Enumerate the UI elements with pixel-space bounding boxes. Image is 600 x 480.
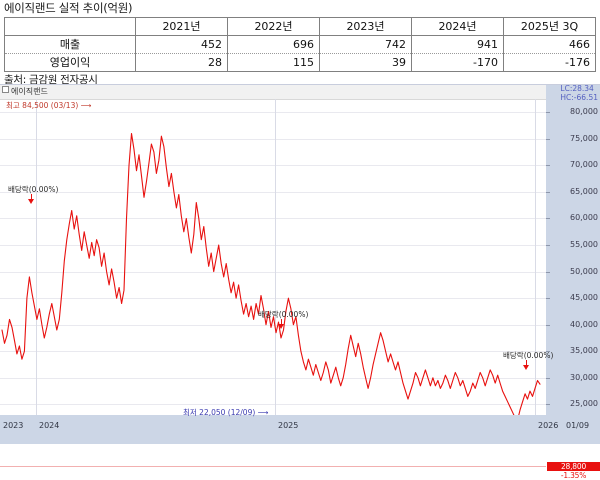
year-separator-2024 (36, 99, 37, 415)
row-label-operating-profit: 영업이익 (4, 53, 136, 72)
year-separator-2025 (275, 99, 276, 415)
y-tick-mark (546, 404, 550, 405)
y-axis-background (546, 85, 600, 415)
current-price-change: -1.35% (560, 471, 587, 480)
chart-top-strip (0, 85, 546, 100)
y-tick-mark (546, 298, 550, 299)
chart-legend[interactable]: 에이직랜드 (2, 86, 48, 97)
year-separator-2026 (535, 99, 536, 415)
gridline (0, 192, 546, 193)
x-tick-label: 2024 (39, 421, 60, 430)
legend-swatch-icon (2, 86, 9, 93)
x-tick-label: 2025 (278, 421, 299, 430)
page-title: 에이직랜드 실적 추이(억원) (4, 1, 133, 15)
cell-op-2021: 28 (135, 53, 228, 72)
table-header-cell-5: 2025년 3Q (503, 17, 596, 36)
dividend-annotation-3: 배당락(0.00%) (503, 351, 554, 360)
dividend-arrow-stem-1 (31, 194, 32, 200)
cell-revenue-2025q3: 466 (503, 35, 596, 54)
dividend-arrow-icon-2 (278, 324, 284, 329)
table-header-row: 2021년 2022년 2023년 2024년 2025년 3Q (4, 17, 596, 36)
y-tick-label: 55,000 (570, 240, 598, 249)
row-label-revenue: 매출 (4, 35, 136, 54)
lc-value: LC:28.34 (560, 84, 594, 93)
y-tick-mark (546, 378, 550, 379)
y-tick-label: 50,000 (570, 267, 598, 276)
x-axis-background (0, 415, 600, 444)
cell-op-2023: 39 (319, 53, 412, 72)
arrow-right-icon: ⟶ (257, 408, 269, 417)
table-header-cell-0 (4, 17, 136, 36)
y-tick-mark (546, 139, 550, 140)
gridline (0, 325, 546, 326)
y-tick-label: 35,000 (570, 346, 598, 355)
gridline (0, 378, 546, 379)
source-note: 출처: 금감원 전자공시 (4, 74, 98, 86)
y-tick-label: 80,000 (570, 107, 598, 116)
price-line-series (1, 132, 541, 415)
cell-revenue-2022: 696 (227, 35, 320, 54)
y-tick-label: 30,000 (570, 373, 598, 382)
current-price-tag: 28,800 (547, 462, 600, 471)
cell-op-2024: -170 (411, 53, 504, 72)
gridline (0, 404, 546, 405)
cell-op-2022: 115 (227, 53, 320, 72)
table-header-cell-2: 2022년 (227, 17, 320, 36)
x-tick-label: 2023 (3, 421, 24, 430)
dividend-arrow-icon-3 (523, 365, 529, 370)
gridline (0, 165, 546, 166)
dividend-arrow-stem-2 (281, 319, 282, 325)
y-tick-mark (546, 192, 550, 193)
y-tick-mark (546, 218, 550, 219)
table-row: 매출 452 696 742 941 466 (4, 35, 596, 54)
dividend-annotation-1: 배당락(0.00%) (8, 185, 59, 194)
stock-chart-panel[interactable]: 에이직랜드 LC:28.34 HC:-66.51 80,000 75,000 70,… (0, 84, 600, 480)
cell-op-2025q3: -176 (503, 53, 596, 72)
x-tick-label: 2026 (538, 421, 559, 430)
gridline (0, 218, 546, 219)
cell-revenue-2021: 452 (135, 35, 228, 54)
dividend-arrow-stem-3 (526, 360, 527, 366)
y-tick-mark (546, 112, 550, 113)
hc-value: HC:-66.51 (560, 92, 598, 102)
gridline (0, 245, 546, 246)
low-price-annotation: 최저 22,050 (12/09) ⟶ (183, 408, 269, 417)
table-header-cell-1: 2021년 (135, 17, 228, 36)
y-tick-label: 70,000 (570, 160, 598, 169)
table-row: 영업이익 28 115 39 -170 -176 (4, 53, 596, 72)
legend-label: 에이직랜드 (11, 87, 48, 96)
y-tick-mark (546, 272, 550, 273)
y-tick-mark (546, 245, 550, 246)
current-price-guideline (0, 466, 546, 467)
y-tick-mark (546, 325, 550, 326)
cell-revenue-2024: 941 (411, 35, 504, 54)
y-tick-mark (546, 351, 550, 352)
table-header-cell-3: 2023년 (319, 17, 412, 36)
high-price-annotation: 최고 84,500 (03/13) ⟶ (6, 101, 92, 110)
lc-hc-readout: LC:28.34 HC:-66.51 (560, 84, 598, 102)
y-tick-label: 25,000 (570, 399, 598, 408)
dividend-arrow-icon-1 (28, 199, 34, 204)
performance-table: 2021년 2022년 2023년 2024년 2025년 3Q 매출 452 … (4, 17, 596, 72)
y-tick-label: 75,000 (570, 134, 598, 143)
arrow-right-icon: ⟶ (80, 101, 92, 110)
y-tick-label: 60,000 (570, 213, 598, 222)
dividend-annotation-2: 배당락(0.00%) (258, 310, 309, 319)
gridline (0, 351, 546, 352)
gridline (0, 272, 546, 273)
y-tick-label: 65,000 (570, 187, 598, 196)
y-tick-label: 45,000 (570, 293, 598, 302)
gridline (0, 139, 546, 140)
table-header-cell-4: 2024년 (411, 17, 504, 36)
gridline (0, 112, 546, 113)
gridline (0, 298, 546, 299)
x-tick-label: 01/09 (566, 421, 590, 430)
y-tick-mark (546, 165, 550, 166)
y-tick-label: 40,000 (570, 320, 598, 329)
cell-revenue-2023: 742 (319, 35, 412, 54)
